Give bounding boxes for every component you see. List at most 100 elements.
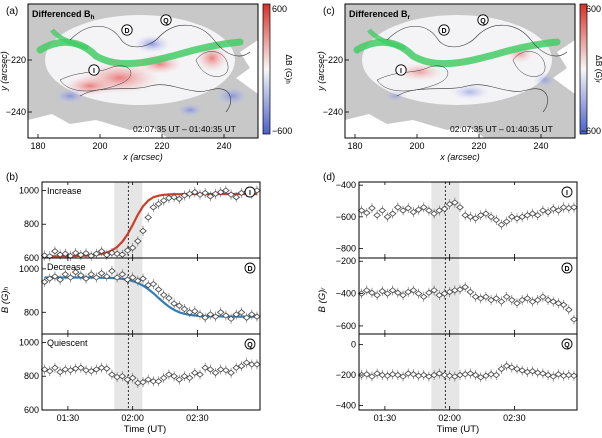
data-point bbox=[165, 293, 173, 304]
diamond-marker bbox=[232, 311, 241, 318]
diamond-marker bbox=[419, 293, 428, 300]
diamond-marker bbox=[440, 290, 449, 297]
data-point bbox=[399, 205, 407, 216]
data-point bbox=[554, 298, 563, 309]
data-point bbox=[435, 368, 444, 379]
diamond-marker bbox=[362, 287, 371, 294]
ytick-label: −400 bbox=[336, 400, 356, 410]
data-point bbox=[128, 242, 137, 253]
diamond-marker bbox=[482, 210, 490, 217]
diamond-marker bbox=[409, 371, 418, 378]
diamond-marker bbox=[492, 371, 501, 379]
diamond-marker bbox=[440, 205, 449, 213]
data-point bbox=[77, 362, 85, 373]
data-point bbox=[554, 205, 563, 216]
data-point bbox=[56, 274, 64, 285]
data-point bbox=[487, 211, 495, 222]
diamond-marker bbox=[216, 366, 225, 373]
data-point bbox=[399, 290, 407, 301]
diamond-marker bbox=[51, 248, 59, 255]
panel-a-ticks bbox=[28, 59, 225, 138]
diamond-marker bbox=[133, 277, 142, 284]
data-point bbox=[539, 368, 547, 379]
diamond-marker bbox=[139, 227, 147, 235]
panel-c-ylabel: y (arcsec) bbox=[316, 51, 326, 92]
data-point bbox=[92, 272, 101, 283]
diamond-marker bbox=[139, 275, 147, 282]
data-point bbox=[362, 369, 371, 380]
diamond-marker bbox=[175, 195, 184, 203]
diamond-marker bbox=[139, 379, 147, 386]
diamond-marker bbox=[497, 298, 506, 305]
diamond-marker bbox=[185, 190, 194, 197]
data-point bbox=[113, 272, 121, 283]
diamond-marker bbox=[154, 286, 163, 293]
data-point bbox=[159, 195, 168, 206]
svg-text:Q: Q bbox=[163, 18, 169, 25]
marker-i-c: I bbox=[395, 64, 407, 76]
diamond-marker bbox=[518, 296, 527, 304]
diamond-marker bbox=[482, 293, 490, 300]
diamond-marker bbox=[502, 218, 511, 225]
data-point bbox=[216, 307, 225, 318]
data-point bbox=[502, 291, 511, 302]
diamond-marker bbox=[394, 371, 402, 379]
diamond-marker bbox=[196, 371, 204, 378]
diamond-marker bbox=[533, 212, 542, 219]
panel-c-time-range: 02:07:35 UT – 01:40:35 UT bbox=[450, 124, 553, 134]
data-point bbox=[394, 287, 402, 298]
diamond-marker bbox=[102, 273, 111, 280]
data-point bbox=[175, 300, 184, 311]
diamond-marker bbox=[518, 213, 527, 220]
diamond-marker bbox=[450, 199, 459, 206]
diamond-marker bbox=[222, 312, 230, 319]
data-point bbox=[409, 207, 418, 218]
marker-circle bbox=[561, 338, 573, 350]
data-point bbox=[539, 205, 547, 216]
diamond-marker bbox=[159, 291, 168, 299]
diamond-marker bbox=[373, 292, 381, 299]
data-point bbox=[445, 286, 454, 297]
map-c-image bbox=[345, 4, 575, 138]
diamond-marker bbox=[123, 376, 132, 383]
data-point bbox=[456, 202, 464, 213]
data-point bbox=[544, 295, 552, 306]
data-point bbox=[456, 284, 464, 295]
subplot-d-1: −800 −600 −400 I bbox=[336, 180, 578, 259]
data-point bbox=[165, 369, 173, 380]
diamond-marker bbox=[40, 366, 49, 373]
diamond-marker bbox=[471, 215, 480, 222]
diamond-marker bbox=[409, 287, 418, 294]
diamond-marker bbox=[128, 274, 137, 281]
data-point bbox=[237, 307, 246, 318]
diamond-marker bbox=[253, 361, 261, 368]
subplot-label: Increase bbox=[47, 186, 82, 196]
diamond-marker bbox=[482, 372, 490, 379]
data-point bbox=[97, 246, 106, 257]
diamond-marker bbox=[211, 190, 220, 197]
data-point bbox=[378, 370, 387, 381]
diamond-marker bbox=[123, 247, 132, 254]
diamond-marker bbox=[378, 207, 387, 214]
data-point bbox=[108, 369, 116, 380]
data-point bbox=[492, 215, 501, 225]
ytick-label: 1000 bbox=[19, 185, 39, 195]
diamond-marker bbox=[175, 302, 184, 309]
data-point bbox=[549, 296, 558, 307]
data-point bbox=[466, 286, 475, 297]
data-point bbox=[201, 312, 210, 323]
diamond-marker bbox=[216, 189, 225, 196]
data-point bbox=[154, 284, 163, 295]
data-point bbox=[528, 208, 537, 219]
data-point bbox=[440, 288, 449, 299]
data-point bbox=[61, 269, 70, 280]
diamond-marker bbox=[222, 367, 230, 374]
panel-c-letter: (c) bbox=[323, 6, 335, 17]
subplot-b-3: 600 800 1000 01:30 02:00 02:30 Quiescent Q bbox=[19, 333, 261, 423]
diamond-marker bbox=[487, 213, 495, 220]
data-point bbox=[461, 369, 470, 380]
diamond-marker bbox=[190, 189, 199, 196]
data-point bbox=[77, 270, 85, 281]
xtick-label: 02:00 bbox=[121, 413, 144, 423]
data-point bbox=[185, 372, 194, 383]
